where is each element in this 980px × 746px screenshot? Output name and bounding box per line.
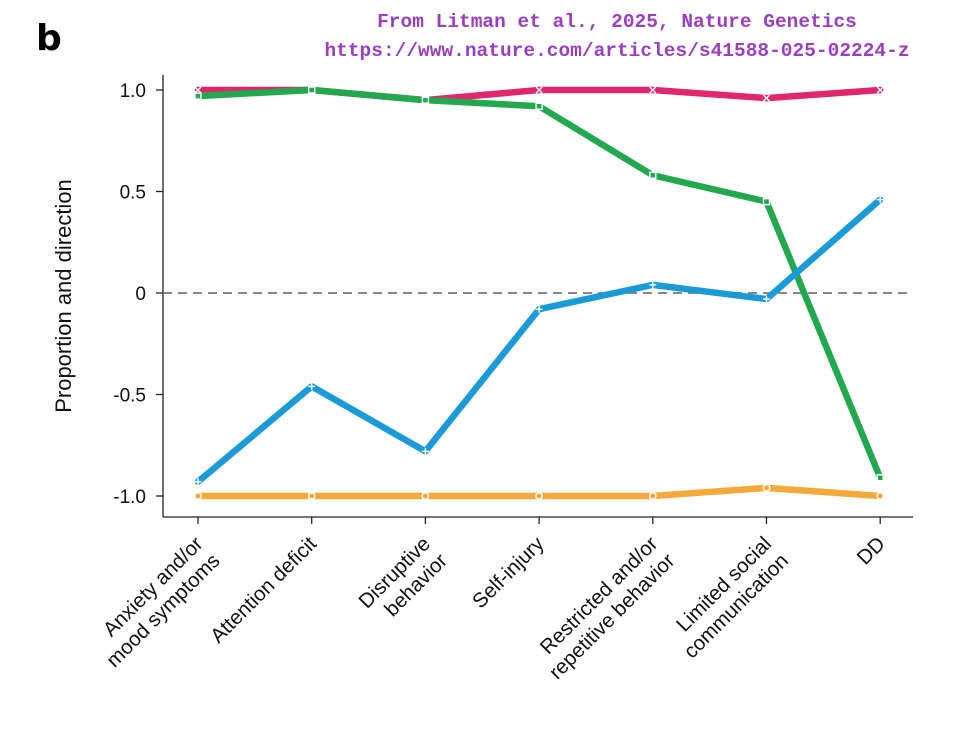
data-point	[649, 171, 657, 179]
series-3	[194, 196, 884, 486]
y-tick-label: 1.0	[120, 81, 146, 102]
data-point	[876, 492, 885, 500]
data-point	[763, 295, 770, 303]
series-4	[194, 483, 885, 500]
x-tick-label: DD	[853, 532, 890, 569]
data-point	[308, 86, 316, 94]
data-point	[535, 305, 543, 313]
data-point	[535, 492, 543, 500]
series-line	[194, 86, 884, 481]
data-point	[421, 447, 429, 455]
y-tick-label: -0.5	[113, 386, 146, 407]
series-line	[194, 196, 884, 486]
y-tick-label: -1.0	[113, 487, 146, 508]
series-layer	[194, 86, 885, 500]
axes: 1.0 0.5 0 -0.5 -1.0	[113, 74, 913, 524]
data-point	[649, 86, 657, 94]
y-axis-label: Proportion and direction	[51, 179, 76, 413]
x-tick-label: Attention deficit	[206, 532, 322, 648]
data-point	[535, 86, 543, 94]
data-point	[194, 492, 202, 500]
data-point	[421, 96, 430, 104]
data-point	[762, 197, 771, 206]
data-point	[876, 86, 884, 94]
data-point	[649, 281, 657, 289]
x-tick-label: Disruptivebehavior	[354, 532, 452, 630]
panel-label: b	[36, 18, 62, 59]
x-tick-label: Restricted and/orrepetitive behavior	[528, 532, 680, 684]
series-2	[194, 86, 884, 482]
data-point	[876, 474, 884, 482]
data-point	[876, 196, 884, 204]
data-point	[648, 492, 657, 500]
data-point	[194, 478, 202, 486]
y-tick-label: 0	[135, 284, 146, 305]
x-tick-label: Limited socialcommunication	[662, 532, 793, 663]
data-point	[194, 92, 202, 100]
data-point	[762, 483, 771, 492]
source-url: https://www.nature.com/articles/s41588-0…	[324, 40, 909, 62]
data-point	[307, 492, 316, 500]
data-point	[421, 492, 430, 500]
x-tick-label: Self-injury	[468, 532, 549, 613]
source-citation: From Litman et al., 2025, Nature Genetic…	[377, 11, 857, 33]
data-point	[763, 94, 770, 102]
y-tick-label: 0.5	[120, 183, 146, 204]
data-point	[194, 86, 202, 94]
data-point	[535, 102, 543, 110]
x-tick-label: Anxiety and/ormood symptoms	[85, 532, 225, 672]
data-point	[308, 382, 316, 390]
